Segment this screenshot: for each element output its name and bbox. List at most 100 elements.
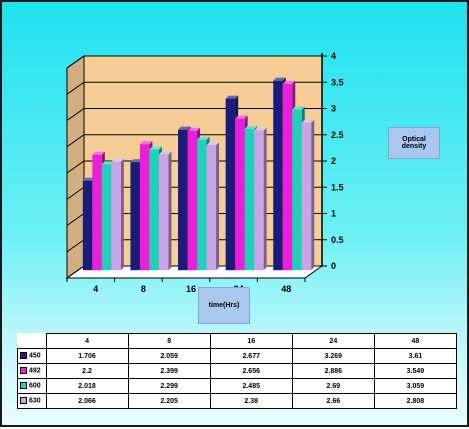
table-header-cell: 24 xyxy=(291,333,375,349)
bar-side xyxy=(263,127,267,271)
bar xyxy=(197,139,207,271)
y-tick-label: 3 xyxy=(331,104,336,114)
bar-top xyxy=(149,146,162,150)
bar xyxy=(292,109,302,271)
table-cell: 2.886 xyxy=(291,363,375,379)
bar-top xyxy=(92,151,105,155)
bar xyxy=(178,129,188,271)
bar-top xyxy=(244,125,258,129)
table-row: 492 2.2 2.399 2.656 2.886 3.549 xyxy=(17,363,458,379)
bar xyxy=(187,130,198,271)
bar-top xyxy=(235,115,248,119)
bar xyxy=(301,122,312,271)
bar xyxy=(273,80,283,271)
table-row-legend: 450 xyxy=(17,348,47,364)
bar xyxy=(139,144,150,271)
bar-top xyxy=(130,159,143,163)
table-cell: 2.066 xyxy=(45,393,129,409)
gridline-side xyxy=(66,81,85,95)
bar xyxy=(92,154,102,271)
table-row-legend: 600 xyxy=(17,378,47,394)
table-row-legend: 492 xyxy=(17,363,47,379)
legend-swatch-630 xyxy=(20,397,27,405)
bar xyxy=(101,164,112,271)
gridline-side xyxy=(66,55,85,69)
gridline-side xyxy=(66,265,85,279)
y-tick-label: 4 xyxy=(331,51,336,61)
legend-swatch-492 xyxy=(20,367,27,375)
table-cell: 1.706 xyxy=(45,348,129,364)
legend-swatch-450 xyxy=(20,352,27,360)
bar-top xyxy=(178,126,191,130)
table-header-cell: 48 xyxy=(373,333,458,349)
table-cell: 2.656 xyxy=(209,363,293,379)
bar-side xyxy=(168,151,172,271)
bar-top xyxy=(158,151,172,155)
table-cell: 2.69 xyxy=(291,378,375,394)
gridline-side xyxy=(66,108,85,121)
bar-top xyxy=(225,95,239,99)
table-row: 450 1.706 2.059 2.677 3.269 3.61 xyxy=(17,348,458,364)
bar-top xyxy=(206,142,220,146)
gridline-side xyxy=(66,186,85,200)
y-tick-label: 1 xyxy=(331,209,336,219)
table-cell: 2.399 xyxy=(127,363,211,379)
y-tick-label: 0.5 xyxy=(331,235,344,245)
table-cell: 2.059 xyxy=(127,348,211,364)
table-cell: 2.38 xyxy=(209,393,293,409)
legend-label: 450 xyxy=(29,352,41,360)
x-tick-label: 8 xyxy=(141,284,146,294)
legend-label: 492 xyxy=(29,367,41,375)
table-header-cell: 8 xyxy=(127,333,211,349)
bar-side xyxy=(120,158,124,271)
table-cell: 2.018 xyxy=(45,378,129,394)
table-header-cell: 4 xyxy=(45,333,129,349)
table-header-cell: 16 xyxy=(209,333,293,349)
y-tick-label: 2.5 xyxy=(331,130,344,140)
bar-top xyxy=(187,127,201,131)
legend-swatch-600 xyxy=(20,382,27,390)
bar-side xyxy=(311,119,315,271)
gridline-side xyxy=(66,239,85,253)
table-cell: 3.549 xyxy=(373,363,458,379)
table-header-row: 4 8 16 24 48 xyxy=(18,333,458,349)
bar xyxy=(149,149,159,271)
table-cell: 2.808 xyxy=(373,393,458,409)
table-cell: 2.485 xyxy=(209,378,293,394)
table-row: 630 2.066 2.205 2.38 2.66 2.808 xyxy=(17,393,458,409)
bar xyxy=(82,180,93,271)
x-tick-label: 16 xyxy=(186,284,196,294)
table-cell: 2.66 xyxy=(291,393,375,409)
y-tick-label: 2 xyxy=(331,156,336,166)
table-cell: 2.677 xyxy=(209,348,293,364)
gridline-side xyxy=(66,134,85,148)
table-cell: 2.2 xyxy=(45,363,129,379)
bar-top xyxy=(82,177,96,181)
bar-top xyxy=(282,80,296,84)
bar xyxy=(206,145,217,271)
legend-label: 600 xyxy=(29,382,41,390)
bar xyxy=(254,130,264,271)
y-axis-label: Optical density xyxy=(388,127,440,159)
table-cell: 3.61 xyxy=(373,348,458,364)
y-tick-label: 3.5 xyxy=(331,77,344,87)
gridline-side xyxy=(66,160,85,174)
x-tick-label: 48 xyxy=(281,284,291,294)
bar-top xyxy=(273,77,286,81)
x-tick-label: 4 xyxy=(93,284,98,294)
bar-top xyxy=(101,161,115,165)
table-cell: 2.205 xyxy=(127,393,211,409)
y-tick-label: 1.5 xyxy=(331,182,344,192)
data-table: 4 8 16 24 48 450 1.706 2.059 2.677 3.269… xyxy=(17,333,458,409)
bar-top xyxy=(111,158,124,162)
bar-top xyxy=(197,136,210,140)
table-cell: 3.269 xyxy=(291,348,375,364)
bars xyxy=(82,77,315,271)
axes xyxy=(66,53,327,282)
table-cell: 2.299 xyxy=(127,378,211,394)
bar-side xyxy=(216,142,220,271)
bar xyxy=(235,118,245,271)
y-tick-labels: 0 0.5 1 1.5 2 2.5 3 3.5 4 xyxy=(331,51,344,271)
bar-top xyxy=(139,141,153,145)
